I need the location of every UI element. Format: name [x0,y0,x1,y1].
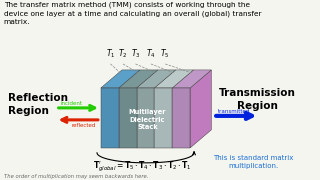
Polygon shape [119,70,158,88]
Text: incident: incident [60,101,83,106]
Polygon shape [190,70,211,148]
Text: $T_{5}$: $T_{5}$ [160,48,170,60]
Text: The order of multiplication may seem backwards here.: The order of multiplication may seem bac… [4,174,148,179]
Polygon shape [172,88,190,148]
Text: $\mathbf{T}^{\prime}_{global} = \mathbf{T}_5 \cdot \mathbf{T}_4 \cdot \mathbf{T}: $\mathbf{T}^{\prime}_{global} = \mathbf{… [93,160,191,174]
Polygon shape [172,70,211,88]
Polygon shape [155,88,172,148]
Text: Reflection
Region: Reflection Region [8,93,68,116]
Text: The transfer matrix method (TMM) consists of working through the
device one laye: The transfer matrix method (TMM) consist… [4,2,261,25]
Polygon shape [137,70,176,88]
Text: $T_{1}$: $T_{1}$ [106,48,115,60]
Text: transmitted: transmitted [218,109,251,114]
Text: $T_{4}$: $T_{4}$ [146,48,156,60]
Text: This is standard matrix
multiplication.: This is standard matrix multiplication. [213,155,294,169]
Polygon shape [119,88,137,148]
Text: $T_{2}$: $T_{2}$ [118,48,128,60]
Text: Transmission
Region: Transmission Region [219,88,296,111]
Text: $T_{3}$: $T_{3}$ [131,48,140,60]
Text: Multilayer
Dielectric
Stack: Multilayer Dielectric Stack [129,109,166,130]
Polygon shape [155,70,194,88]
Polygon shape [101,88,119,148]
Text: reflected: reflected [72,123,96,128]
Polygon shape [101,70,140,88]
Polygon shape [137,88,155,148]
